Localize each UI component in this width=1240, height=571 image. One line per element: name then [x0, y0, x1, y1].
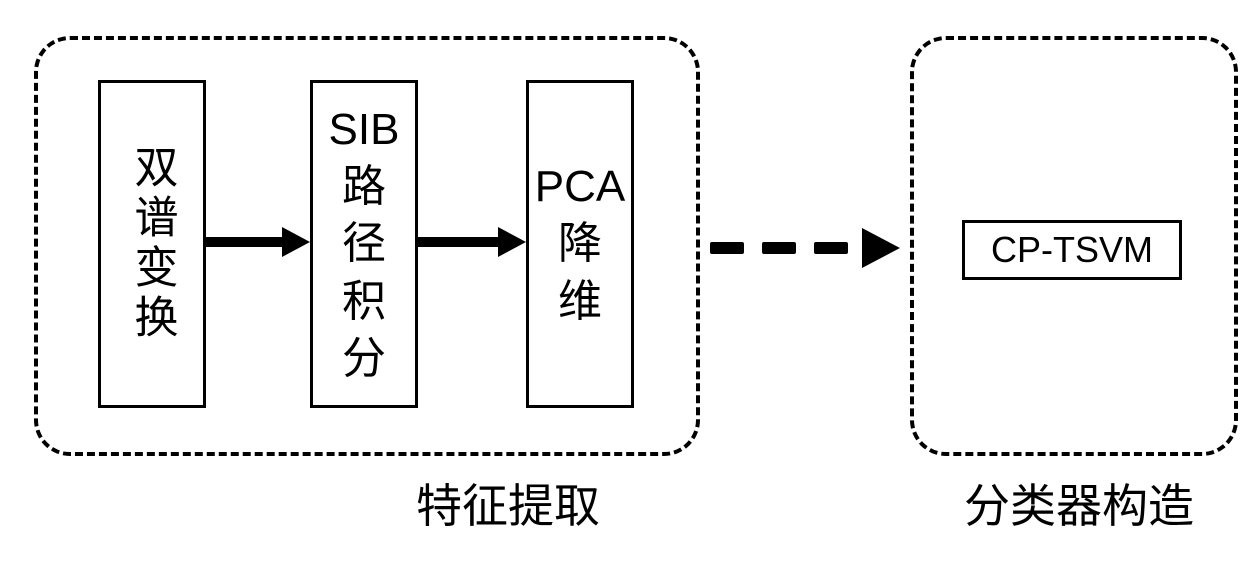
sib-line-1: 路 — [329, 158, 400, 215]
block-pca: PCA 降 维 — [526, 80, 634, 408]
block-sib: SIB 路 径 积 分 — [310, 80, 418, 408]
diagram-canvas: 双谱变换 SIB 路 径 积 分 PCA 降 维 CP-TSVM — [20, 20, 1240, 551]
pca-line-2: 维 — [535, 273, 625, 330]
caption-feature-extraction: 特征提取 — [416, 470, 600, 536]
block-pca-label: PCA 降 维 — [535, 158, 625, 330]
block-cptsvm: CP-TSVM — [962, 220, 1182, 280]
block-bispectrum: 双谱变换 — [98, 80, 206, 408]
pca-line-1: 降 — [535, 215, 625, 272]
block-cptsvm-label: CP-TSVM — [991, 229, 1153, 271]
sib-line-3: 积 — [329, 273, 400, 330]
block-bispectrum-label: 双谱变换 — [125, 144, 180, 344]
sib-line-2: 径 — [329, 215, 400, 272]
block-sib-label: SIB 路 径 积 分 — [329, 101, 400, 387]
sib-line-0: SIB — [329, 101, 400, 158]
sib-line-4: 分 — [329, 330, 400, 387]
pca-line-0: PCA — [535, 158, 625, 215]
caption-classifier: 分类器构造 — [964, 470, 1194, 536]
